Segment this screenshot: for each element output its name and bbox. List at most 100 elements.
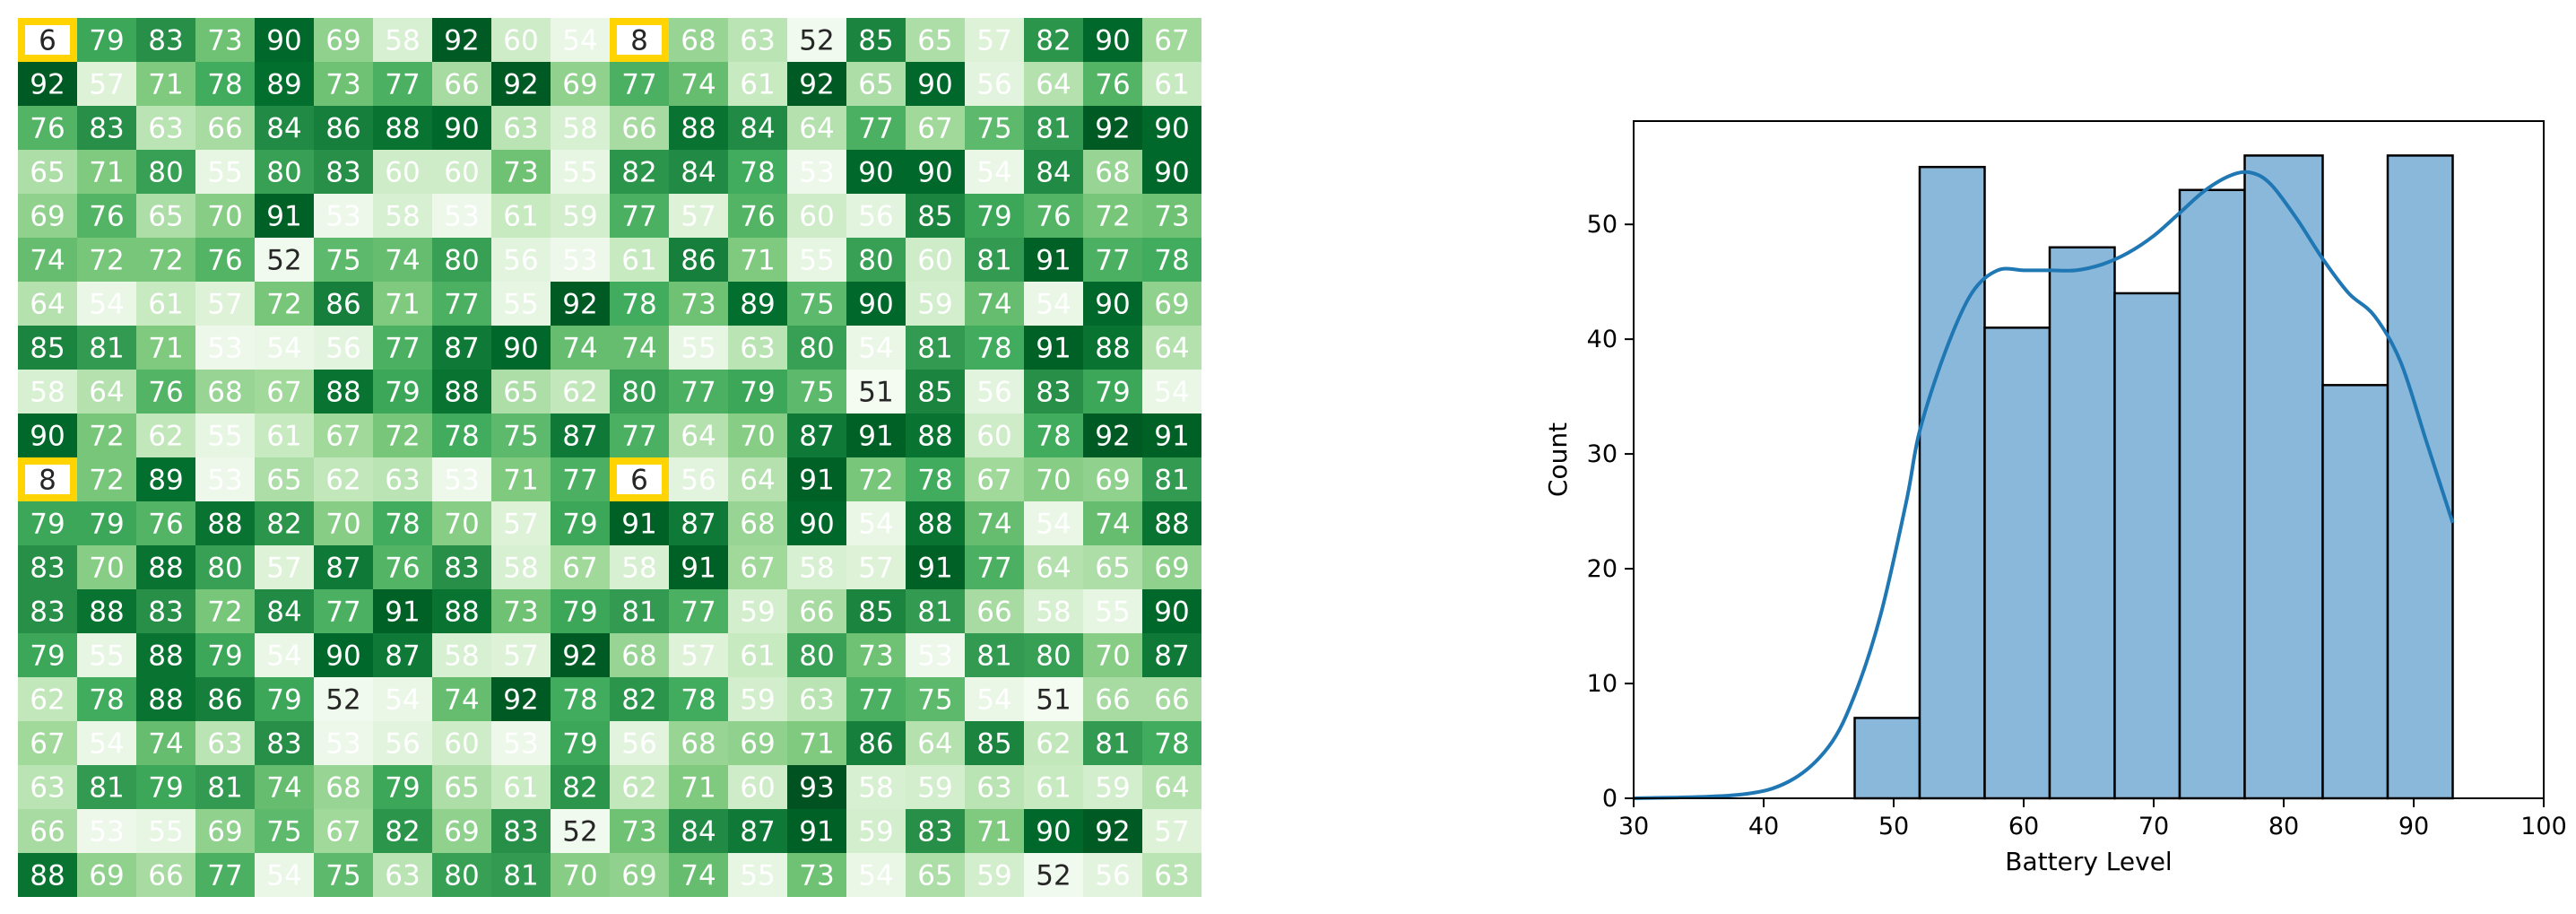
heatmap-cell-value: 72 xyxy=(148,245,183,277)
heatmap-cell-value: 54 xyxy=(385,684,420,717)
heatmap-cell-value: 73 xyxy=(503,596,538,629)
heatmap-cell-value: 91 xyxy=(621,509,656,541)
heatmap-cell-value: 88 xyxy=(444,377,479,409)
heatmap-cell-value: 57 xyxy=(1154,816,1189,849)
heatmap-cell-value: 63 xyxy=(148,113,183,145)
heatmap-cell-value: 58 xyxy=(858,772,893,805)
heatmap-cell-value: 78 xyxy=(621,289,656,321)
heatmap-cell-value: 67 xyxy=(325,816,360,849)
heatmap-cell-value: 90 xyxy=(858,289,893,321)
heatmap-cell-value: 66 xyxy=(30,816,65,849)
heatmap-cell-value: 55 xyxy=(799,245,834,277)
heatmap-cell-value: 81 xyxy=(976,640,1011,673)
heatmap-cell-value: 56 xyxy=(325,333,360,365)
heatmap-cell-value: 92 xyxy=(30,69,65,101)
heatmap-cell-value: 59 xyxy=(858,816,893,849)
heatmap-cell-value: 92 xyxy=(503,684,538,717)
heatmap-cell-value: 89 xyxy=(740,289,775,321)
heatmap-cell-value: 77 xyxy=(621,421,656,453)
heatmap-cell-value: 73 xyxy=(207,25,242,57)
heatmap-cell-value: 77 xyxy=(385,69,420,101)
heatmap-cell-value: 53 xyxy=(207,333,242,365)
heatmap-cell-value: 91 xyxy=(266,201,301,233)
heatmap-cell-value: 74 xyxy=(681,860,716,892)
heatmap-cell-value: 57 xyxy=(976,25,1011,57)
heatmap-cell-value: 80 xyxy=(266,157,301,189)
heatmap-cell-value: 54 xyxy=(858,333,893,365)
heatmap-cell-value: 52 xyxy=(799,25,834,57)
heatmap-cell-value: 57 xyxy=(503,640,538,673)
heatmap-cell-value: 80 xyxy=(444,245,479,277)
heatmap-cell-value: 91 xyxy=(799,465,834,497)
heatmap-cell-value: 53 xyxy=(89,816,124,849)
y-tick-label: 30 xyxy=(1587,440,1618,468)
heatmap-cell-value: 63 xyxy=(207,728,242,761)
heatmap-cell-value: 65 xyxy=(503,377,538,409)
heatmap-cell-value: 66 xyxy=(148,860,183,892)
heatmap-cell-value: 57 xyxy=(266,553,301,585)
heatmap-cell-value: 58 xyxy=(30,377,65,409)
heatmap-cell-value: 53 xyxy=(503,728,538,761)
heatmap-cell-value: 89 xyxy=(266,69,301,101)
x-tick-label: 70 xyxy=(2138,813,2169,840)
heatmap-cell-value: 71 xyxy=(503,465,538,497)
y-axis-label: Count xyxy=(1543,422,1573,497)
heatmap-cell-value: 83 xyxy=(266,728,301,761)
heatmap-cell-value: 78 xyxy=(89,684,124,717)
heatmap-cell-value: 83 xyxy=(148,596,183,629)
heatmap-cell-value: 65 xyxy=(148,201,183,233)
heatmap-cell-value: 70 xyxy=(562,860,597,892)
heatmap-cell-value: 57 xyxy=(681,640,716,673)
heatmap-cell-value: 83 xyxy=(1036,377,1071,409)
heatmap-cell-value: 58 xyxy=(385,25,420,57)
heatmap-cell-value: 64 xyxy=(681,421,716,453)
heatmap-cell-value: 86 xyxy=(325,289,360,321)
x-tick-label: 50 xyxy=(1878,813,1909,840)
heatmap-cell-value: 76 xyxy=(89,201,124,233)
x-tick-label: 40 xyxy=(1748,813,1779,840)
heatmap-cell-value: 74 xyxy=(681,69,716,101)
heatmap-cell-value: 83 xyxy=(325,157,360,189)
heatmap-cell-value: 87 xyxy=(325,553,360,585)
heatmap-cell-value: 92 xyxy=(1095,113,1130,145)
heatmap-cell-value: 56 xyxy=(503,245,538,277)
heatmap-cell-value: 64 xyxy=(1154,772,1189,805)
heatmap-cell-value: 67 xyxy=(1154,25,1189,57)
heatmap-cell-value: 68 xyxy=(325,772,360,805)
heatmap-cell-value: 75 xyxy=(976,113,1011,145)
heatmap-cell-value: 79 xyxy=(207,640,242,673)
heatmap-cell-value: 68 xyxy=(681,728,716,761)
heatmap-cell-value: 71 xyxy=(385,289,420,321)
heatmap-cell-value: 90 xyxy=(1154,113,1189,145)
heatmap-cell-value: 54 xyxy=(976,157,1011,189)
heatmap-cell-value: 81 xyxy=(1154,465,1189,497)
heatmap-cell-value: 60 xyxy=(976,421,1011,453)
heatmap-cell-value: 55 xyxy=(681,333,716,365)
heatmap-cell-value: 72 xyxy=(89,421,124,453)
heatmap-cell-value: 91 xyxy=(799,816,834,849)
heatmap-cell-value: 56 xyxy=(1095,860,1130,892)
heatmap-cell-value: 69 xyxy=(621,860,656,892)
heatmap-cell-value: 77 xyxy=(562,465,597,497)
heatmap-cell-value: 74 xyxy=(148,728,183,761)
heatmap-cell-value: 91 xyxy=(1036,333,1071,365)
heatmap-cell-value: 90 xyxy=(503,333,538,365)
heatmap-cell-value: 75 xyxy=(325,245,360,277)
heatmap-cell-value: 57 xyxy=(858,553,893,585)
heatmap-cell-value: 87 xyxy=(444,333,479,365)
heatmap-cell-value: 56 xyxy=(621,728,656,761)
heatmap-cell-value: 74 xyxy=(562,333,597,365)
heatmap-cell-value: 54 xyxy=(1036,289,1071,321)
heatmap-cell-value: 64 xyxy=(1154,333,1189,365)
heatmap-cell-value: 86 xyxy=(681,245,716,277)
heatmap-cell-value: 71 xyxy=(148,69,183,101)
heatmap-cell-value: 72 xyxy=(89,465,124,497)
heatmap-cell-value: 76 xyxy=(148,509,183,541)
heatmap-cell-value: 67 xyxy=(917,113,952,145)
heatmap-cell-value: 81 xyxy=(917,333,952,365)
histogram-bar xyxy=(2245,155,2323,798)
heatmap-cell-value: 81 xyxy=(1036,113,1071,145)
heatmap-cell-value: 81 xyxy=(503,860,538,892)
heatmap-cell-value: 77 xyxy=(207,860,242,892)
heatmap-cell-value: 92 xyxy=(1095,421,1130,453)
